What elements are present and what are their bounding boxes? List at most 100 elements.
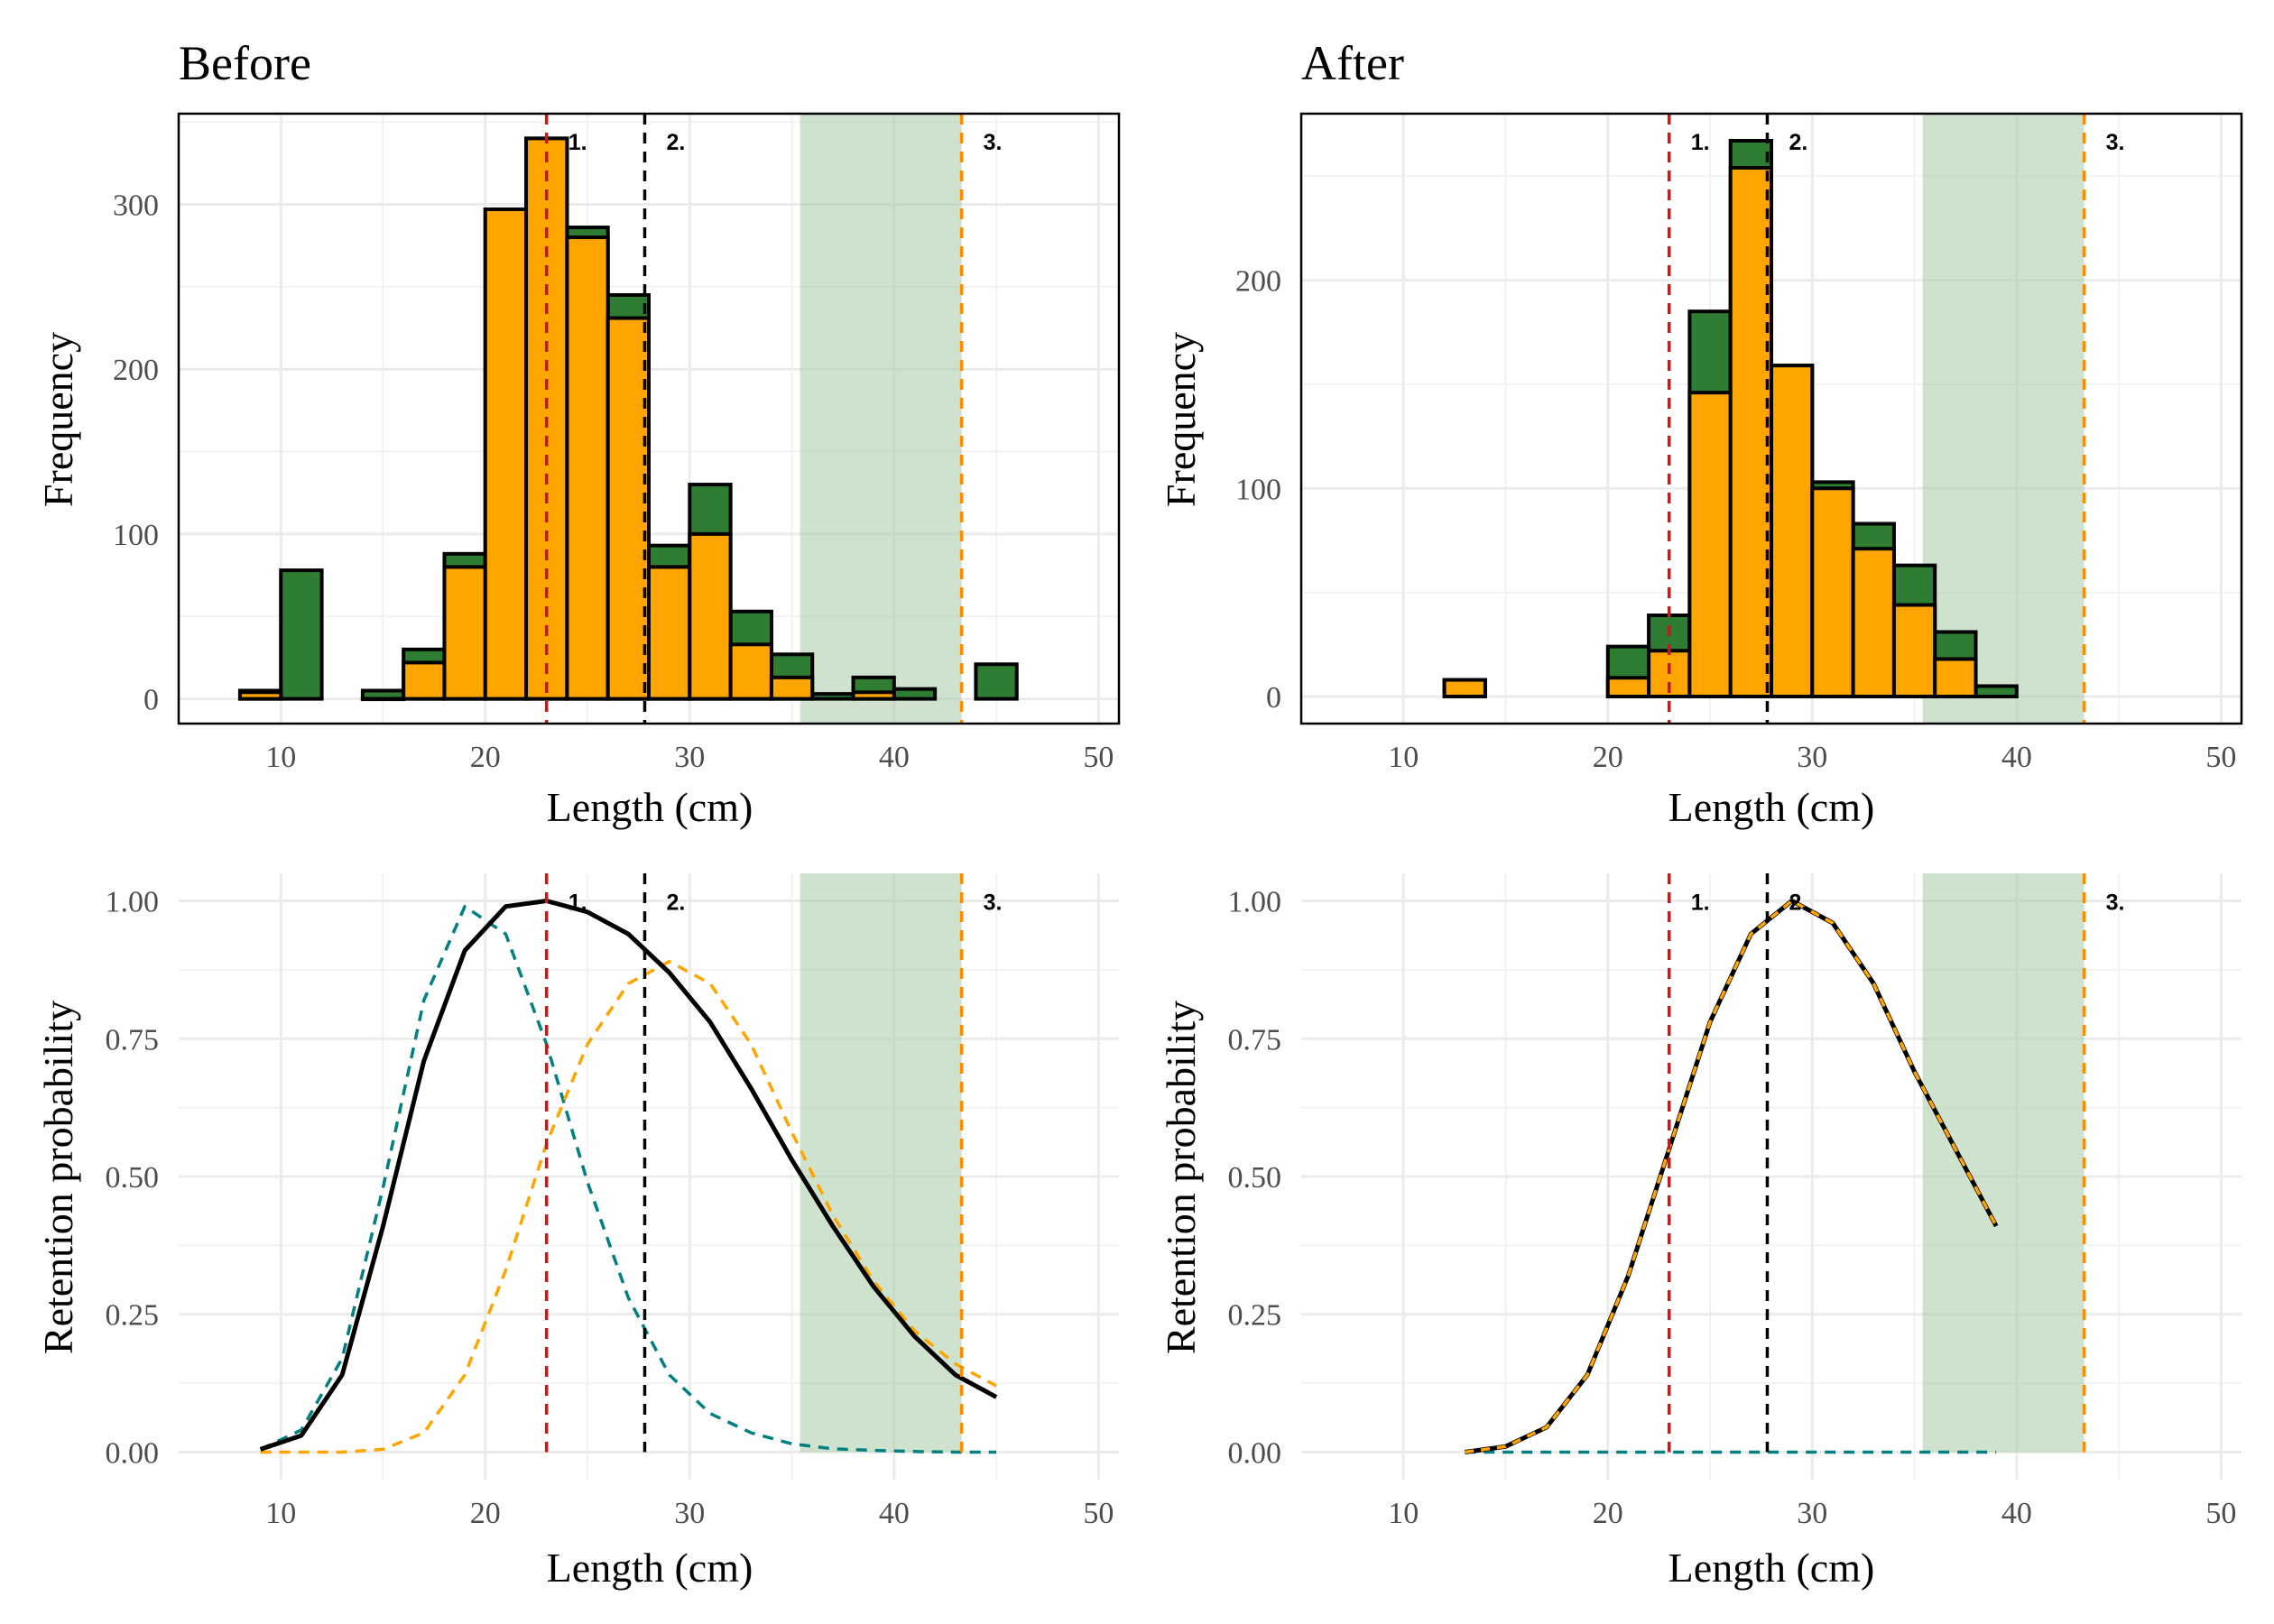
reference-line-label-1: 1. — [1691, 890, 1710, 916]
x-tick-label: 10 — [1388, 1497, 1419, 1530]
reference-line-label-3: 3. — [2106, 890, 2125, 916]
x-tick-label: 30 — [1797, 1497, 1827, 1530]
y-tick-label: 0 — [143, 684, 159, 717]
panel-title: Before — [179, 36, 311, 90]
y-axis-label: Retention probability — [1158, 1001, 1204, 1354]
series-line-fit_retained — [1464, 899, 1998, 1454]
bar-retained — [1442, 678, 1487, 699]
reference-line-label-1: 1. — [568, 890, 587, 916]
bar-total — [279, 568, 324, 701]
plot-frame — [177, 112, 1121, 725]
reference-line-label-1: 1. — [568, 130, 587, 155]
reference-line-label-2: 2. — [1789, 130, 1807, 155]
plot-frame — [1299, 112, 2243, 725]
bar-retained — [1810, 486, 1855, 699]
shaded-band — [800, 873, 962, 1453]
plot-area: 1. 2. 3. 10 20 30 40 50 0 100 200 300 — [113, 112, 1121, 774]
x-tick-label: 50 — [2205, 741, 2236, 774]
x-tick-label: 10 — [1388, 741, 1419, 774]
x-tick-label: 30 — [674, 741, 705, 774]
bar-retained — [769, 675, 815, 701]
x-tick-label: 10 — [265, 741, 296, 774]
shaded-band — [1922, 114, 2084, 724]
bar-retained — [1728, 165, 1774, 699]
bar-total — [974, 662, 1019, 701]
bar-retained — [360, 697, 406, 702]
reference-line-label-3: 3. — [984, 130, 1003, 155]
bar-retained — [605, 316, 652, 701]
x-axis-label: Length (cm) — [1669, 1545, 1875, 1591]
bar-retained — [442, 565, 487, 701]
panel-before-retention: 1. 2. 3. 10 20 30 40 50 0.00 0.25 0.50 0.75 1.00 Len… — [35, 873, 1119, 1591]
bar-retained — [402, 660, 447, 701]
panel-after-histogram: After 1. 2. 3. 10 20 30 40 50 0 100 200 Length (cm… — [1158, 36, 2243, 830]
series-line-fit_retained — [260, 959, 997, 1454]
x-axis-label: Length (cm) — [1669, 784, 1875, 830]
y-axis-label: Frequency — [1158, 332, 1204, 507]
reference-line-label-2: 2. — [1789, 890, 1807, 916]
panel-before-histogram: Before 1. 2. 3. 10 20 30 40 50 0 100 200 300 Length… — [35, 36, 1121, 830]
series-line-fit_total — [259, 899, 998, 1452]
bar-retained — [688, 531, 733, 701]
x-tick-label: 20 — [470, 741, 501, 774]
y-tick-label: 200 — [1235, 265, 1281, 299]
x-tick-label: 30 — [674, 1497, 705, 1530]
bar-retained — [1851, 547, 1896, 699]
y-tick-label: 100 — [113, 519, 159, 552]
panel-after-retention: 1. 2. 3. 10 20 30 40 50 0.00 0.25 0.50 0.75 1.00 Len… — [1158, 873, 2242, 1591]
bar-retained — [1687, 391, 1733, 699]
bar-retained — [1770, 364, 1815, 699]
x-tick-label: 20 — [1593, 741, 1623, 774]
series-line-fit_discarded — [259, 904, 997, 1454]
bar-retained — [237, 690, 283, 701]
y-axis-label: Retention probability — [35, 1001, 81, 1354]
x-tick-label: 40 — [879, 741, 910, 774]
x-tick-label: 30 — [1797, 741, 1827, 774]
bar-retained — [565, 235, 610, 701]
y-tick-label: 0.00 — [106, 1436, 160, 1470]
y-tick-label: 200 — [113, 354, 159, 387]
x-tick-label: 50 — [1083, 1497, 1114, 1530]
y-tick-label: 1.00 — [106, 886, 160, 919]
bar-retained — [1605, 676, 1651, 699]
panel-title: After — [1301, 36, 1404, 90]
y-tick-label: 0.50 — [106, 1161, 160, 1195]
reference-line-label-3: 3. — [2106, 130, 2125, 155]
reference-line-label-3: 3. — [984, 890, 1003, 916]
y-tick-label: 0.75 — [1228, 1023, 1282, 1057]
y-tick-label: 1.00 — [1228, 886, 1282, 919]
x-tick-label: 40 — [2001, 741, 2032, 774]
reference-line-label-1: 1. — [1691, 130, 1710, 155]
y-tick-label: 0.25 — [106, 1299, 160, 1333]
reference-line-label-2: 2. — [666, 130, 685, 155]
y-tick-label: 0.00 — [1228, 1436, 1282, 1470]
x-tick-label: 40 — [879, 1497, 910, 1530]
x-tick-label: 40 — [2001, 1497, 2032, 1530]
plot-area: 1. 2. 3. 10 20 30 40 50 0.00 0.25 0.50 0.75 1.00 — [106, 873, 1119, 1530]
bar-retained — [1891, 603, 1937, 699]
x-tick-label: 10 — [265, 1497, 296, 1530]
y-axis-label: Frequency — [35, 332, 81, 507]
x-tick-label: 50 — [2205, 1497, 2236, 1530]
y-tick-label: 100 — [1235, 473, 1281, 506]
plot-area: 1. 2. 3. 10 20 30 40 50 0.00 0.25 0.50 0.75 1.00 — [1228, 873, 2242, 1530]
bar-total — [810, 692, 855, 701]
x-axis-label: Length (cm) — [547, 1545, 753, 1591]
y-tick-label: 0.75 — [106, 1023, 160, 1057]
bar-retained — [851, 690, 896, 701]
x-tick-label: 20 — [1593, 1497, 1623, 1530]
bar-retained — [728, 642, 773, 701]
y-tick-label: 300 — [113, 189, 159, 222]
x-tick-label: 50 — [1083, 741, 1114, 774]
x-axis-label: Length (cm) — [547, 784, 753, 830]
shaded-band — [800, 114, 962, 724]
shaded-band — [1922, 873, 2084, 1453]
bar-retained — [647, 565, 692, 701]
y-tick-label: 0.50 — [1228, 1161, 1282, 1195]
reference-line-label-2: 2. — [666, 890, 685, 916]
bar-total — [1974, 684, 2019, 699]
plot-area: 1. 2. 3. 10 20 30 40 50 0 100 200 — [1235, 112, 2243, 774]
bar-retained — [483, 207, 529, 701]
bar-retained — [1933, 657, 1978, 699]
